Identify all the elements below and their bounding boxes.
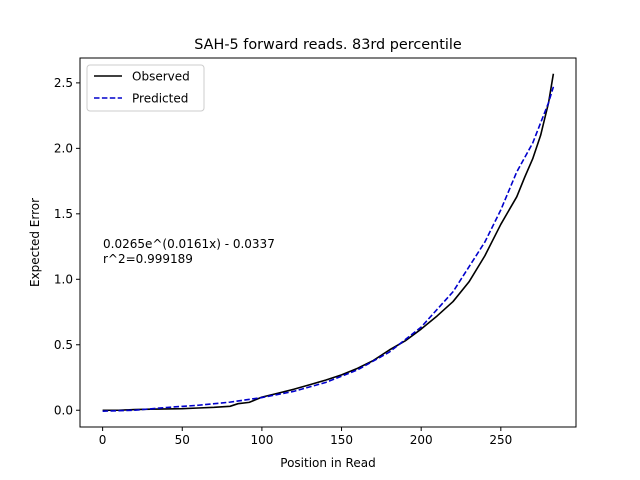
y-tick-label: 1.5 [54, 207, 73, 221]
x-axis: 0 50 100 150 200 250 [99, 427, 512, 447]
y-tick-label: 0.0 [54, 404, 73, 418]
legend-predicted-label: Predicted [132, 92, 188, 106]
y-axis-label: Expected Error [28, 198, 42, 287]
y-tick-label: 0.5 [54, 338, 73, 352]
r-squared-annotation: r^2=0.999189 [103, 252, 193, 266]
y-tick-label: 2.0 [54, 142, 73, 156]
legend-observed-label: Observed [132, 70, 190, 84]
x-tick-label: 250 [489, 433, 512, 447]
x-tick-label: 50 [175, 433, 190, 447]
series-line-observed [102, 73, 555, 412]
series-layer [102, 73, 555, 412]
y-tick-label: 2.5 [54, 76, 73, 90]
x-tick-label: 100 [250, 433, 273, 447]
chart-title: SAH-5 forward reads. 83rd percentile [194, 37, 462, 53]
y-axis: 0.0 0.5 1.0 1.5 2.0 2.5 [54, 76, 80, 418]
legend: Observed Predicted [86, 64, 205, 112]
fit-equation-annotation: 0.0265e^(0.0161x) - 0.0337 [103, 237, 275, 251]
series-line-predicted [102, 86, 555, 412]
x-tick-label: 150 [330, 433, 353, 447]
y-tick-label: 1.0 [54, 273, 73, 287]
plot-area [79, 57, 577, 428]
x-axis-label: Position in Read [280, 456, 375, 470]
x-tick-label: 0 [99, 433, 107, 447]
x-tick-label: 200 [410, 433, 433, 447]
axes-frame [79, 57, 577, 428]
